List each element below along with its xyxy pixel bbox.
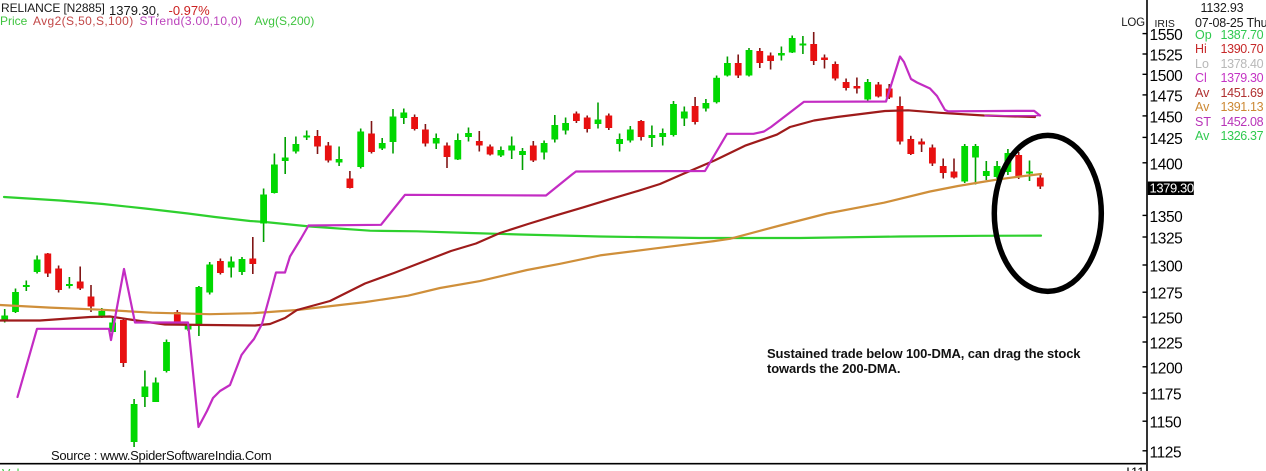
svg-text:1200: 1200: [1150, 360, 1184, 377]
svg-text:1125: 1125: [1150, 444, 1182, 461]
svg-text:1475: 1475: [1150, 88, 1183, 105]
svg-text:1425: 1425: [1150, 131, 1183, 148]
svg-text:1250: 1250: [1150, 311, 1184, 328]
svg-text:1150: 1150: [1150, 415, 1183, 432]
svg-text:1400: 1400: [1150, 156, 1184, 173]
svg-text:1275: 1275: [1150, 286, 1183, 303]
svg-text:1300: 1300: [1150, 259, 1184, 276]
svg-text:1325: 1325: [1150, 231, 1183, 248]
svg-text:1379.30: 1379.30: [1150, 181, 1194, 196]
svg-text:1500: 1500: [1150, 68, 1184, 85]
svg-text:1525: 1525: [1150, 48, 1183, 65]
svg-text:1450: 1450: [1150, 109, 1184, 126]
svg-text:1175: 1175: [1150, 387, 1182, 404]
svg-text:1350: 1350: [1150, 209, 1184, 226]
svg-text:1550: 1550: [1150, 27, 1184, 44]
svg-text:11: 11: [1131, 465, 1145, 471]
svg-text:1225: 1225: [1150, 336, 1183, 353]
